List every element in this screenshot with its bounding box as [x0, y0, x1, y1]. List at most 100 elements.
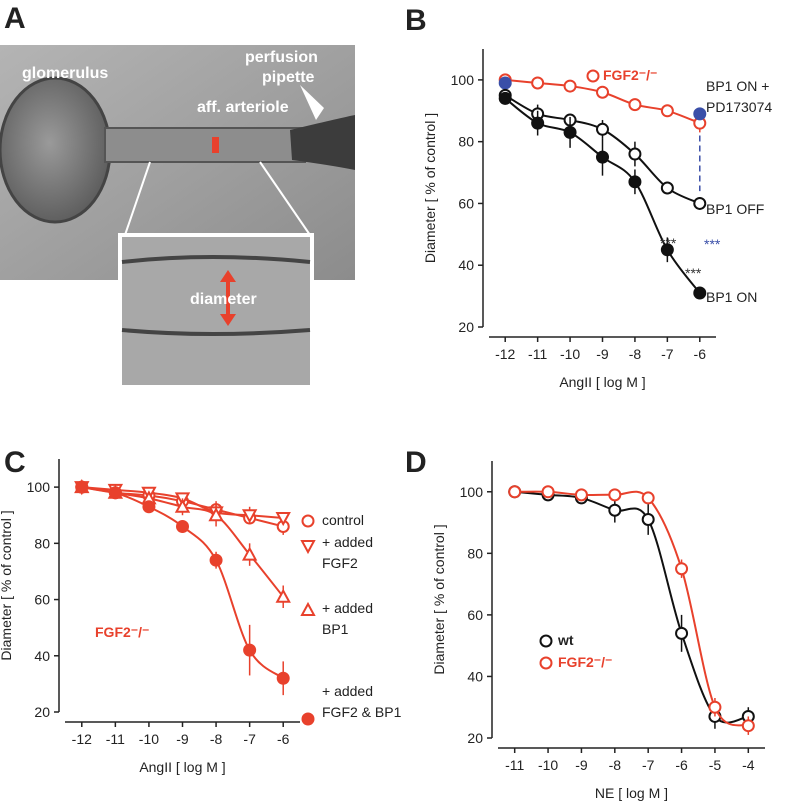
y-tick-label: 80 — [34, 535, 50, 551]
data-point — [508, 485, 522, 499]
x-axis-label: AngII [ log M ] — [139, 759, 225, 775]
data-point — [108, 486, 122, 500]
x-axis-label: AngII [ log M ] — [559, 374, 645, 390]
data-point — [675, 626, 689, 640]
annotation: *** — [660, 235, 677, 251]
data-point — [243, 643, 257, 657]
legend-label: + added FGF2 & BP1 — [322, 683, 402, 720]
data-point — [276, 671, 290, 685]
legend-label: BP1 ON — [706, 289, 758, 305]
legend-label: BP1 ON + PD173074 — [706, 78, 773, 115]
y-tick-label: 60 — [467, 607, 483, 623]
data-point — [75, 480, 89, 494]
data-point — [539, 656, 553, 670]
panel-label: B — [405, 4, 427, 37]
y-tick-label: 40 — [458, 257, 474, 273]
data-point — [275, 512, 291, 527]
x-tick-label: -11 — [528, 346, 547, 362]
y-tick-label: 40 — [467, 668, 483, 684]
y-tick-label: 40 — [34, 648, 50, 664]
x-tick-label: -11 — [505, 757, 524, 773]
y-tick-label: 100 — [460, 484, 484, 500]
y-axis-label: Diameter [ % of control ] — [431, 524, 447, 674]
data-point — [142, 500, 156, 514]
x-tick-label: -6 — [277, 731, 290, 747]
y-axis-label: Diameter [ % of control ] — [0, 510, 14, 660]
y-tick-label: 100 — [27, 479, 51, 495]
panel-label: C — [4, 446, 26, 479]
data-point — [693, 196, 707, 210]
data-point — [531, 116, 545, 130]
x-tick-label: -10 — [538, 757, 558, 773]
data-point — [301, 712, 315, 726]
data-point — [209, 553, 223, 567]
x-tick-label: -9 — [596, 346, 609, 362]
data-point — [498, 91, 512, 105]
y-tick-label: 80 — [458, 134, 474, 150]
data-point — [241, 546, 258, 561]
data-point — [628, 147, 642, 161]
x-tick-label: -11 — [106, 731, 125, 747]
panel-label: D — [405, 446, 427, 479]
data-point — [563, 79, 577, 93]
data-point — [628, 175, 642, 189]
panel-label: A — [4, 2, 26, 35]
data-point — [596, 122, 609, 136]
micrograph — [0, 45, 355, 389]
data-point — [498, 76, 512, 90]
x-tick-label: -8 — [210, 731, 223, 747]
data-point — [539, 634, 553, 648]
data-point — [596, 85, 609, 99]
x-tick-label: -8 — [629, 346, 642, 362]
data-point — [608, 488, 622, 502]
y-tick-label: 60 — [458, 195, 474, 211]
legend-label: + added BP1 — [322, 600, 373, 637]
x-tick-label: -12 — [72, 731, 92, 747]
x-axis-label: NE [ log M ] — [595, 785, 668, 801]
data-point — [300, 540, 316, 555]
x-tick-label: -6 — [694, 346, 707, 362]
annotation: *** — [704, 236, 721, 252]
fit-curve — [514, 490, 749, 724]
x-tick-label: -9 — [176, 731, 189, 747]
y-tick-label: 100 — [451, 72, 475, 88]
data-point — [586, 69, 600, 83]
x-tick-label: -7 — [642, 757, 655, 773]
data-point — [693, 286, 707, 300]
legend-label: BP1 OFF — [706, 201, 765, 217]
image-label: aff. arteriole — [197, 99, 289, 116]
data-point — [641, 512, 655, 526]
x-tick-label: -12 — [495, 346, 515, 362]
image-label: diameter — [190, 291, 257, 308]
annotation: *** — [685, 265, 702, 281]
x-tick-label: -9 — [575, 757, 588, 773]
data-point — [596, 150, 609, 164]
image-label: glomerulus — [22, 65, 108, 82]
data-point — [174, 498, 191, 513]
image-label: pipette — [262, 69, 315, 86]
data-point — [208, 507, 224, 522]
image-label: perfusion — [245, 49, 318, 66]
data-point — [176, 519, 189, 533]
y-tick-label: 20 — [467, 730, 483, 746]
data-point — [741, 719, 755, 733]
legend-label: wt — [558, 632, 574, 648]
y-tick-label: 60 — [34, 592, 50, 608]
data-point — [660, 243, 674, 257]
x-tick-label: -10 — [139, 731, 159, 747]
y-tick-label: 80 — [467, 545, 483, 561]
data-point — [241, 509, 258, 524]
data-point — [541, 485, 555, 499]
data-point — [275, 588, 291, 603]
data-point — [574, 488, 588, 502]
data-point — [675, 562, 689, 576]
data-point — [608, 503, 622, 517]
y-tick-label: 20 — [458, 319, 474, 335]
x-tick-label: -10 — [560, 346, 580, 362]
data-point — [660, 181, 674, 195]
x-tick-label: -5 — [709, 757, 722, 773]
y-axis-label: Diameter [ % of control ] — [422, 113, 438, 263]
x-tick-label: -6 — [675, 757, 688, 773]
